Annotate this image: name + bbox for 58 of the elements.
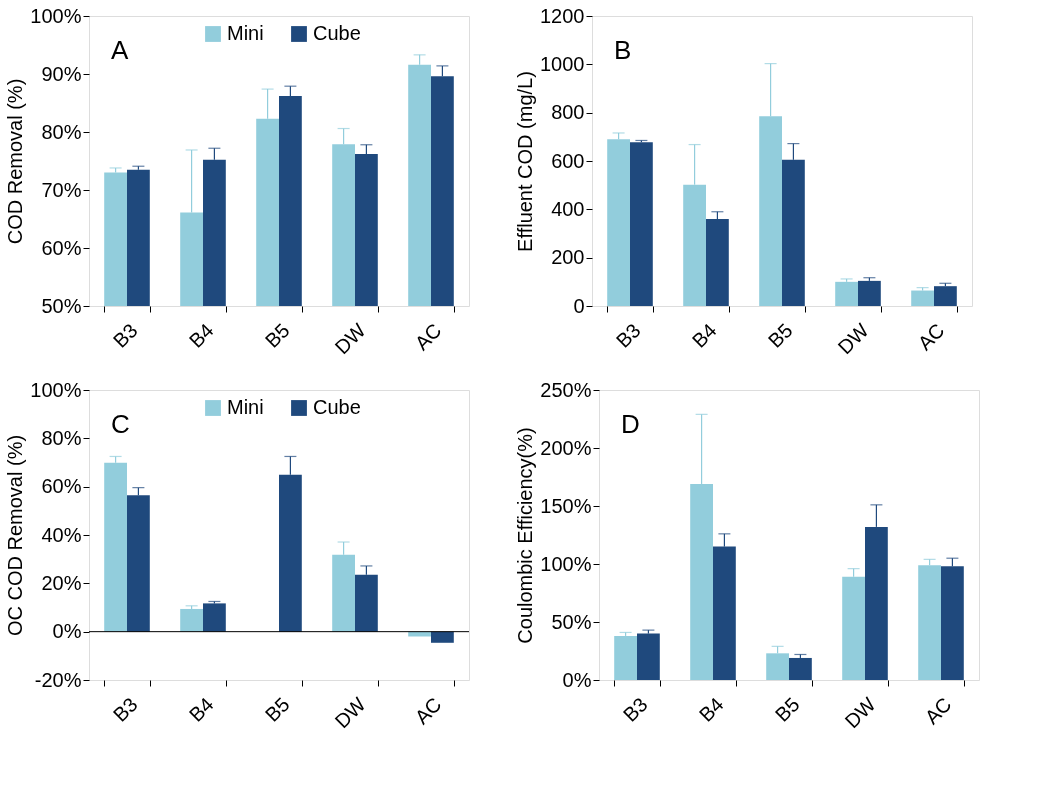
y-tick-label: 200% xyxy=(540,436,592,459)
y-tick-label: 100% xyxy=(30,4,82,27)
annotation: C xyxy=(111,409,130,439)
y-tick-label: 80% xyxy=(41,120,82,143)
y-tick-label: 0% xyxy=(562,668,592,691)
y-tick-label: 100% xyxy=(540,552,592,575)
annotation: A xyxy=(111,35,129,65)
x-tick-label: AC xyxy=(410,693,446,729)
y-tick-label: 800 xyxy=(551,101,585,124)
y-tick-label: 250% xyxy=(540,378,592,401)
y-tick-label: 50% xyxy=(551,610,592,633)
x-tick-label: AC xyxy=(913,319,949,355)
x-tick-label: B3 xyxy=(108,319,142,352)
legend-label: Mini xyxy=(227,396,264,418)
y-tick-label: 20% xyxy=(41,571,82,594)
x-tick-label: DW xyxy=(330,319,370,359)
legend-label: Cube xyxy=(313,396,361,418)
y-tick-label: 200 xyxy=(551,246,585,269)
y-axis-title: COD Removal (%) xyxy=(4,78,27,245)
x-tick-label: B5 xyxy=(260,319,294,352)
x-tick-label: B5 xyxy=(260,693,294,726)
x-tick-label: B4 xyxy=(184,693,218,726)
y-tick-label: 60% xyxy=(41,236,82,259)
legend-label: Cube xyxy=(313,22,361,44)
y-axis-title: Coulombic Efficiency(%) xyxy=(514,427,537,644)
y-tick-label: 40% xyxy=(41,523,82,546)
x-tick-label: DW xyxy=(840,693,880,733)
x-tick-label: DW xyxy=(833,319,873,359)
annotation: D xyxy=(621,409,640,439)
y-tick-label: 80% xyxy=(41,426,82,449)
x-tick-label: B5 xyxy=(763,319,797,352)
y-tick-label: -20% xyxy=(34,668,82,691)
y-axis-title: OC COD Removal (%) xyxy=(4,434,27,637)
x-tick-label: AC xyxy=(920,693,956,729)
y-tick-label: 1000 xyxy=(540,52,585,75)
x-tick-label: AC xyxy=(410,319,446,355)
x-tick-label: B4 xyxy=(694,693,728,726)
x-tick-label: B4 xyxy=(184,319,218,352)
y-tick-label: 600 xyxy=(551,149,585,172)
y-tick-label: 0% xyxy=(52,620,82,643)
y-tick-label: 50% xyxy=(41,294,82,317)
x-tick-label: DW xyxy=(330,693,370,733)
x-tick-label: B3 xyxy=(618,693,652,726)
x-tick-label: B5 xyxy=(770,693,804,726)
y-tick-label: 90% xyxy=(41,62,82,85)
y-axis-title: Effluent COD (mg/L) xyxy=(514,71,537,252)
x-tick-label: B3 xyxy=(108,693,142,726)
x-tick-label: B4 xyxy=(687,319,721,352)
y-tick-label: 0 xyxy=(573,294,585,317)
y-tick-label: 150% xyxy=(540,494,592,517)
y-tick-label: 100% xyxy=(30,378,82,401)
y-tick-label: 1200 xyxy=(540,4,585,27)
annotation: B xyxy=(614,35,632,65)
y-tick-label: 70% xyxy=(41,178,82,201)
y-tick-label: 400 xyxy=(551,197,585,220)
x-tick-label: B3 xyxy=(611,319,645,352)
legend-label: Mini xyxy=(227,22,264,44)
y-tick-label: 60% xyxy=(41,475,82,498)
